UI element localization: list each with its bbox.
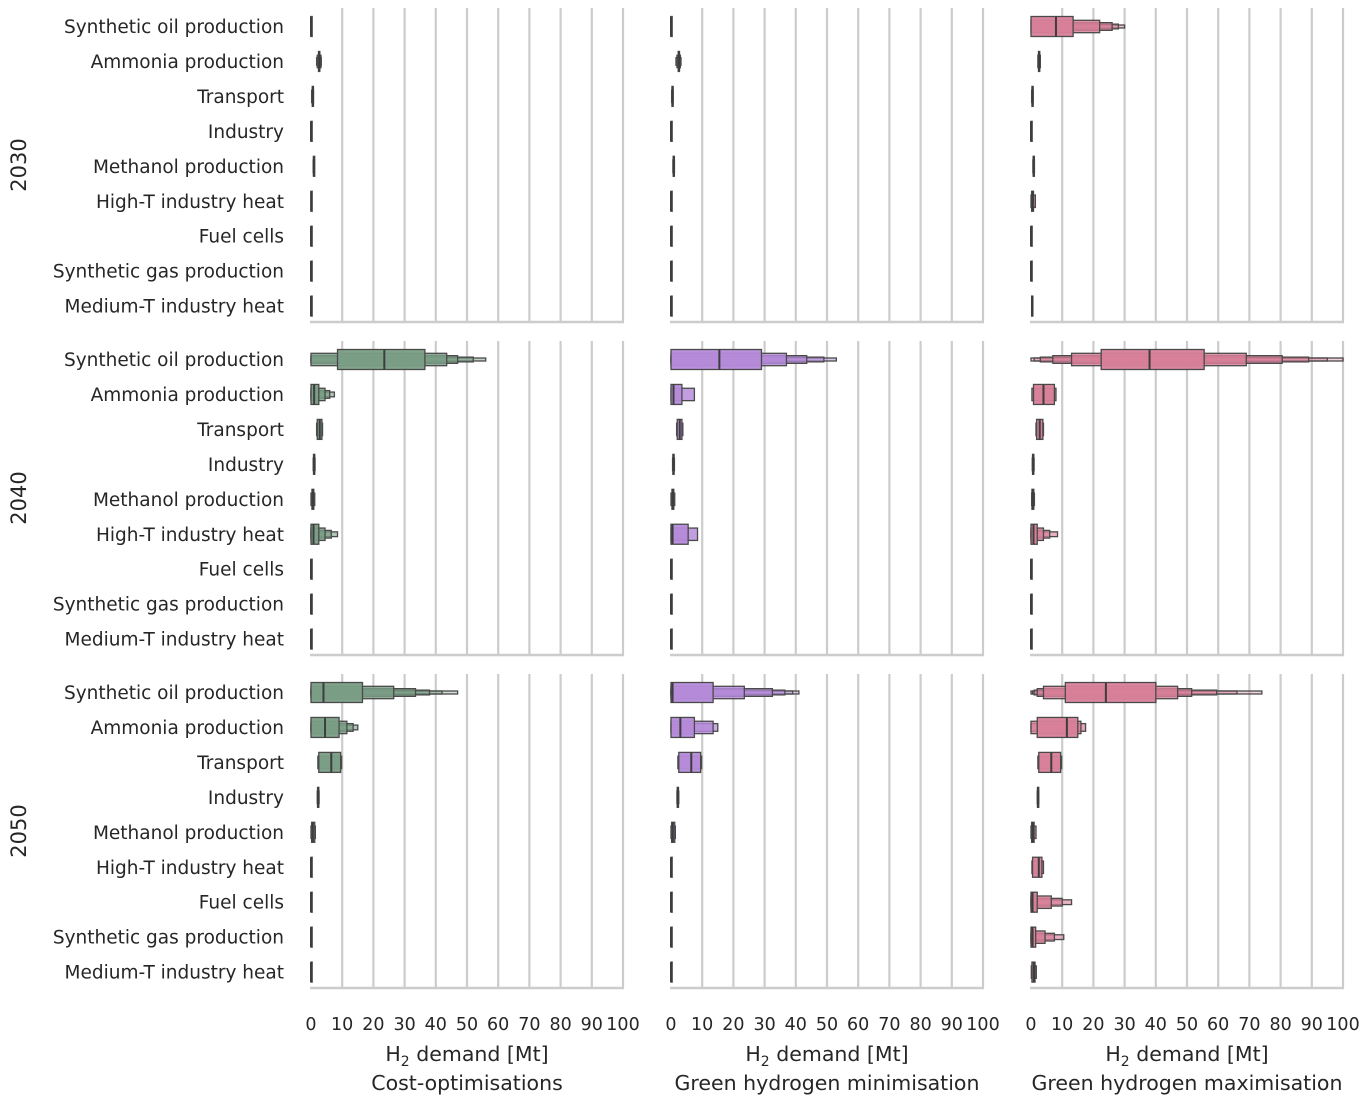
boxen-box <box>670 383 683 406</box>
category-label: Synthetic oil production <box>64 683 284 704</box>
x-tick-label: 100 <box>966 1015 999 1035</box>
category-label: Synthetic gas production <box>53 928 284 949</box>
x-tick-label: 10 <box>331 1015 353 1035</box>
x-tick-label: 80 <box>549 1015 571 1035</box>
category-label: Fuel cells <box>199 893 284 914</box>
x-tick-label: 0 <box>665 1015 676 1035</box>
x-tick-label: 80 <box>909 1015 931 1035</box>
category-label: Industry <box>208 788 284 809</box>
category-label: Methanol production <box>93 490 284 511</box>
x-tick-label: 10 <box>691 1015 713 1035</box>
x-tick-label: 40 <box>1145 1015 1167 1035</box>
boxen-box <box>310 523 320 545</box>
boxen-box <box>678 751 702 774</box>
category-label: Medium-T industry heat <box>65 963 285 984</box>
boxen-box <box>670 348 763 371</box>
category-label: High-T industry heat <box>96 525 284 546</box>
category-label: Fuel cells <box>199 227 284 248</box>
x-axis-label: H2 demand [Mt] <box>745 1042 908 1070</box>
x-tick-label: 30 <box>1113 1015 1135 1035</box>
category-label: Industry <box>208 455 284 476</box>
category-label: Ammonia production <box>91 52 284 73</box>
category-label: Methanol production <box>93 823 284 844</box>
x-tick-label: 50 <box>816 1015 838 1035</box>
x-axis-label: H2 demand [Mt] <box>1105 1042 1268 1070</box>
boxen-box <box>1064 681 1157 704</box>
x-tick-label: 80 <box>1269 1015 1291 1035</box>
boxen-box <box>1030 15 1074 38</box>
category-label: Industry <box>208 122 284 143</box>
category-label: Methanol production <box>93 157 284 178</box>
x-tick-label: 100 <box>606 1015 639 1035</box>
row-label: 2040 <box>7 471 31 524</box>
column-title: Green hydrogen minimisation <box>675 1071 980 1095</box>
x-tick-label: 0 <box>1025 1015 1036 1035</box>
category-label: Synthetic gas production <box>53 595 284 616</box>
x-tick-label: 0 <box>305 1015 316 1035</box>
x-tick-label: 20 <box>362 1015 384 1035</box>
x-axis-label: H2 demand [Mt] <box>385 1042 548 1070</box>
boxen-box <box>318 751 342 774</box>
x-tick-label: 40 <box>785 1015 807 1035</box>
row-label: 2030 <box>7 138 31 191</box>
category-label: Synthetic gas production <box>53 262 284 283</box>
x-tick-label: 90 <box>581 1015 603 1035</box>
x-tick-label: 40 <box>425 1015 447 1035</box>
category-label: High-T industry heat <box>96 858 284 879</box>
category-label: Transport <box>196 753 284 774</box>
x-tick-label: 50 <box>456 1015 478 1035</box>
x-tick-label: 30 <box>753 1015 775 1035</box>
x-tick-label: 60 <box>847 1015 869 1035</box>
x-tick-label: 100 <box>1326 1015 1359 1035</box>
column-title: Cost-optimisations <box>371 1071 563 1095</box>
category-label: Synthetic oil production <box>64 17 284 38</box>
x-tick-label: 10 <box>1051 1015 1073 1035</box>
boxen-box <box>1030 891 1038 913</box>
boxen-box <box>670 523 689 545</box>
category-label: Transport <box>196 420 284 441</box>
x-tick-label: 70 <box>878 1015 900 1035</box>
column-title: Green hydrogen maximisation <box>1032 1071 1343 1095</box>
x-tick-label: 30 <box>393 1015 415 1035</box>
x-tick-label: 60 <box>487 1015 509 1035</box>
x-tick-label: 90 <box>1301 1015 1323 1035</box>
x-tick-label: 70 <box>518 1015 540 1035</box>
boxen-box <box>310 681 364 704</box>
boxen-box <box>670 716 696 739</box>
row-label: 2050 <box>7 804 31 857</box>
boxen-box <box>336 348 426 371</box>
x-tick-label: 60 <box>1207 1015 1229 1035</box>
boxen-box <box>1100 348 1205 371</box>
x-tick-label: 70 <box>1238 1015 1260 1035</box>
x-tick-label: 20 <box>1082 1015 1104 1035</box>
category-label: High-T industry heat <box>96 192 284 213</box>
boxen-box <box>1038 751 1062 774</box>
category-label: Transport <box>196 87 284 108</box>
boxen-box <box>1031 856 1043 878</box>
category-label: Ammonia production <box>91 718 284 739</box>
boxen-box <box>1036 716 1079 739</box>
boxen-box <box>670 681 714 704</box>
category-label: Fuel cells <box>199 560 284 581</box>
category-label: Ammonia production <box>91 385 284 406</box>
category-label: Medium-T industry heat <box>65 630 285 651</box>
x-tick-label: 90 <box>941 1015 963 1035</box>
category-label: Medium-T industry heat <box>65 297 285 318</box>
x-tick-label: 20 <box>722 1015 744 1035</box>
category-label: Synthetic oil production <box>64 350 284 371</box>
x-tick-label: 50 <box>1176 1015 1198 1035</box>
